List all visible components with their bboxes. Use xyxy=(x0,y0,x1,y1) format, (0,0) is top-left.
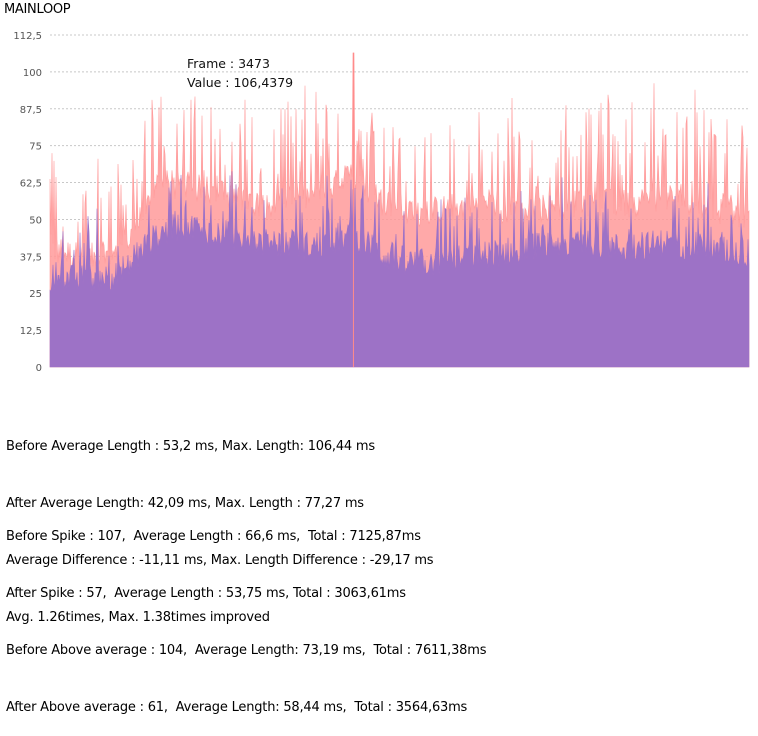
y-tick-label: 62,5 xyxy=(20,179,42,190)
y-tick-label: 100 xyxy=(23,68,42,79)
stats-after-spike: After Spike : 57, Average Length : 53,75… xyxy=(6,586,406,601)
y-tick-label: 12,5 xyxy=(20,326,42,337)
stats-average-difference: Average Difference : -11,11 ms, Max. Len… xyxy=(6,553,434,568)
y-tick-label: 50 xyxy=(29,215,42,226)
series-after xyxy=(49,171,750,368)
series-after-area xyxy=(49,171,750,368)
y-tick-label: 37,5 xyxy=(20,252,42,263)
y-tick-label: 112,5 xyxy=(13,31,42,42)
tooltip-frame-label: Frame : 3473 xyxy=(187,56,270,71)
stats-spike-block: Before Spike : 107, Average Length : 66,… xyxy=(6,489,486,736)
tooltip-value-label: Value : 106,4379 xyxy=(187,75,293,90)
stats-before-average: Before Average Length : 53,2 ms, Max. Le… xyxy=(6,439,375,454)
y-tick-label: 87,5 xyxy=(20,105,42,116)
tooltip: Frame : 3473 Value : 106,4379 xyxy=(187,52,354,367)
chart-title: MAINLOOP xyxy=(4,2,71,17)
stats-after-average: After Average Length: 42,09 ms, Max. Len… xyxy=(6,496,364,511)
y-tick-label: 0 xyxy=(36,363,42,374)
stats-before-spike: Before Spike : 107, Average Length : 66,… xyxy=(6,529,421,544)
y-tick-label: 75 xyxy=(29,142,42,153)
y-tick-label: 25 xyxy=(29,289,42,300)
stats-before-above-average: Before Above average : 104, Average Leng… xyxy=(6,643,487,658)
frame-time-chart: 0 12,5 25 37,5 50 62,5 75 87,5 100 112,5 Frame : … xyxy=(13,31,750,374)
y-axis-ticks: 0 12,5 25 37,5 50 62,5 75 87,5 100 112,5 xyxy=(13,31,42,374)
stats-after-above-average: After Above average : 61, Average Length… xyxy=(6,700,468,715)
